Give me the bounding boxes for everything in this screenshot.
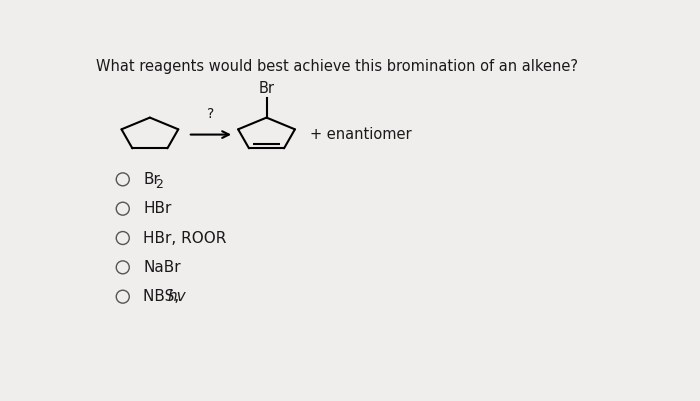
Text: ?: ?: [207, 107, 214, 121]
Text: Br: Br: [258, 81, 274, 96]
Text: Br: Br: [144, 172, 160, 187]
Text: What reagents would best achieve this bromination of an alkene?: What reagents would best achieve this br…: [96, 59, 578, 74]
Text: + enantiomer: + enantiomer: [310, 127, 412, 142]
Text: 2: 2: [155, 178, 163, 191]
Text: NaBr: NaBr: [144, 260, 181, 275]
Text: HBr: HBr: [144, 201, 172, 216]
Text: HBr, ROOR: HBr, ROOR: [144, 231, 227, 245]
Text: NBS,: NBS,: [144, 289, 185, 304]
Text: hv: hv: [168, 289, 186, 304]
